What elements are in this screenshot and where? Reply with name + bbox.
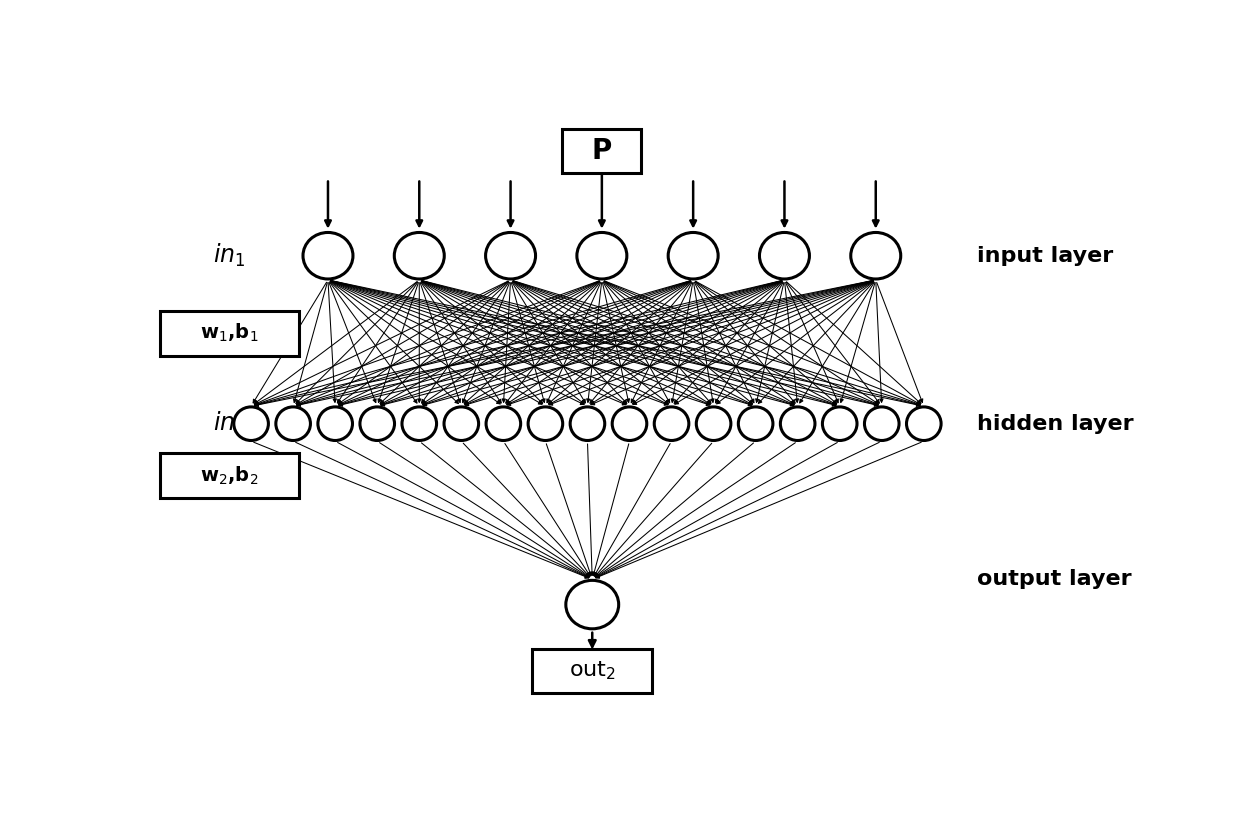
FancyBboxPatch shape bbox=[160, 310, 299, 356]
Text: P: P bbox=[591, 138, 613, 165]
Ellipse shape bbox=[738, 407, 773, 440]
Ellipse shape bbox=[402, 407, 436, 440]
FancyBboxPatch shape bbox=[532, 649, 652, 693]
Ellipse shape bbox=[303, 232, 353, 279]
Text: in$_2$: in$_2$ bbox=[213, 410, 246, 437]
Ellipse shape bbox=[577, 232, 627, 279]
Ellipse shape bbox=[486, 232, 536, 279]
Ellipse shape bbox=[851, 232, 900, 279]
Ellipse shape bbox=[565, 581, 619, 628]
Ellipse shape bbox=[486, 407, 521, 440]
Ellipse shape bbox=[360, 407, 394, 440]
Ellipse shape bbox=[864, 407, 899, 440]
Ellipse shape bbox=[528, 407, 563, 440]
Ellipse shape bbox=[317, 407, 352, 440]
Text: w$_1$,b$_1$: w$_1$,b$_1$ bbox=[201, 322, 259, 344]
FancyBboxPatch shape bbox=[160, 453, 299, 498]
Ellipse shape bbox=[444, 407, 479, 440]
Ellipse shape bbox=[275, 407, 310, 440]
Ellipse shape bbox=[759, 232, 810, 279]
Ellipse shape bbox=[780, 407, 815, 440]
Text: output layer: output layer bbox=[977, 569, 1131, 589]
Ellipse shape bbox=[613, 407, 647, 440]
Text: input layer: input layer bbox=[977, 246, 1114, 266]
Text: in$_1$: in$_1$ bbox=[213, 242, 246, 269]
Ellipse shape bbox=[394, 232, 444, 279]
FancyBboxPatch shape bbox=[563, 129, 641, 174]
Text: hidden layer: hidden layer bbox=[977, 414, 1133, 434]
Text: w$_2$,b$_2$: w$_2$,b$_2$ bbox=[201, 464, 259, 487]
Ellipse shape bbox=[570, 407, 605, 440]
Ellipse shape bbox=[668, 232, 718, 279]
Text: out$_2$: out$_2$ bbox=[569, 659, 616, 682]
Ellipse shape bbox=[906, 407, 941, 440]
Ellipse shape bbox=[822, 407, 857, 440]
Ellipse shape bbox=[655, 407, 689, 440]
Ellipse shape bbox=[234, 407, 268, 440]
Ellipse shape bbox=[697, 407, 730, 440]
